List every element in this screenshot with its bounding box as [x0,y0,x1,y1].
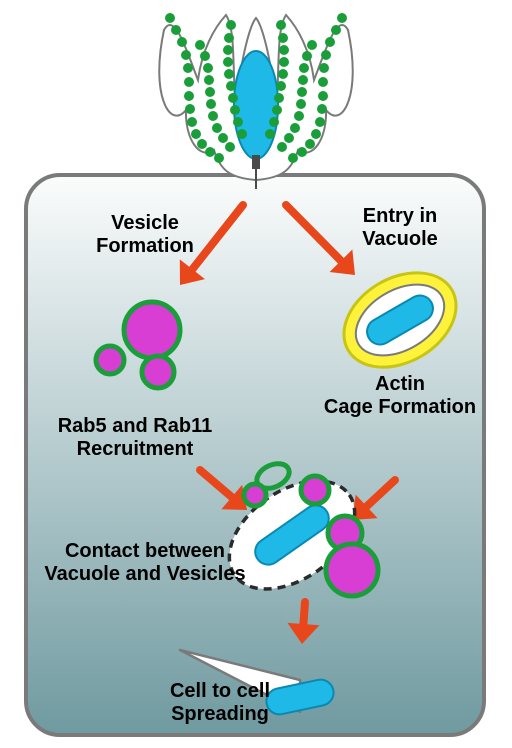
label-contact: Contact betweenVacuole and Vesicles [30,540,260,586]
label-rab-recruit: Rab5 and Rab11Recruitment [30,415,240,461]
label-entry-vacuole: Entry inVacuole [325,205,475,251]
diagram-stage: VesicleFormation Entry inVacuole ActinCa… [0,0,512,748]
label-actin-cage: ActinCage Formation [310,373,490,419]
label-spreading: Cell to cellSpreading [145,680,295,726]
label-vesicle-formation: VesicleFormation [70,212,220,258]
